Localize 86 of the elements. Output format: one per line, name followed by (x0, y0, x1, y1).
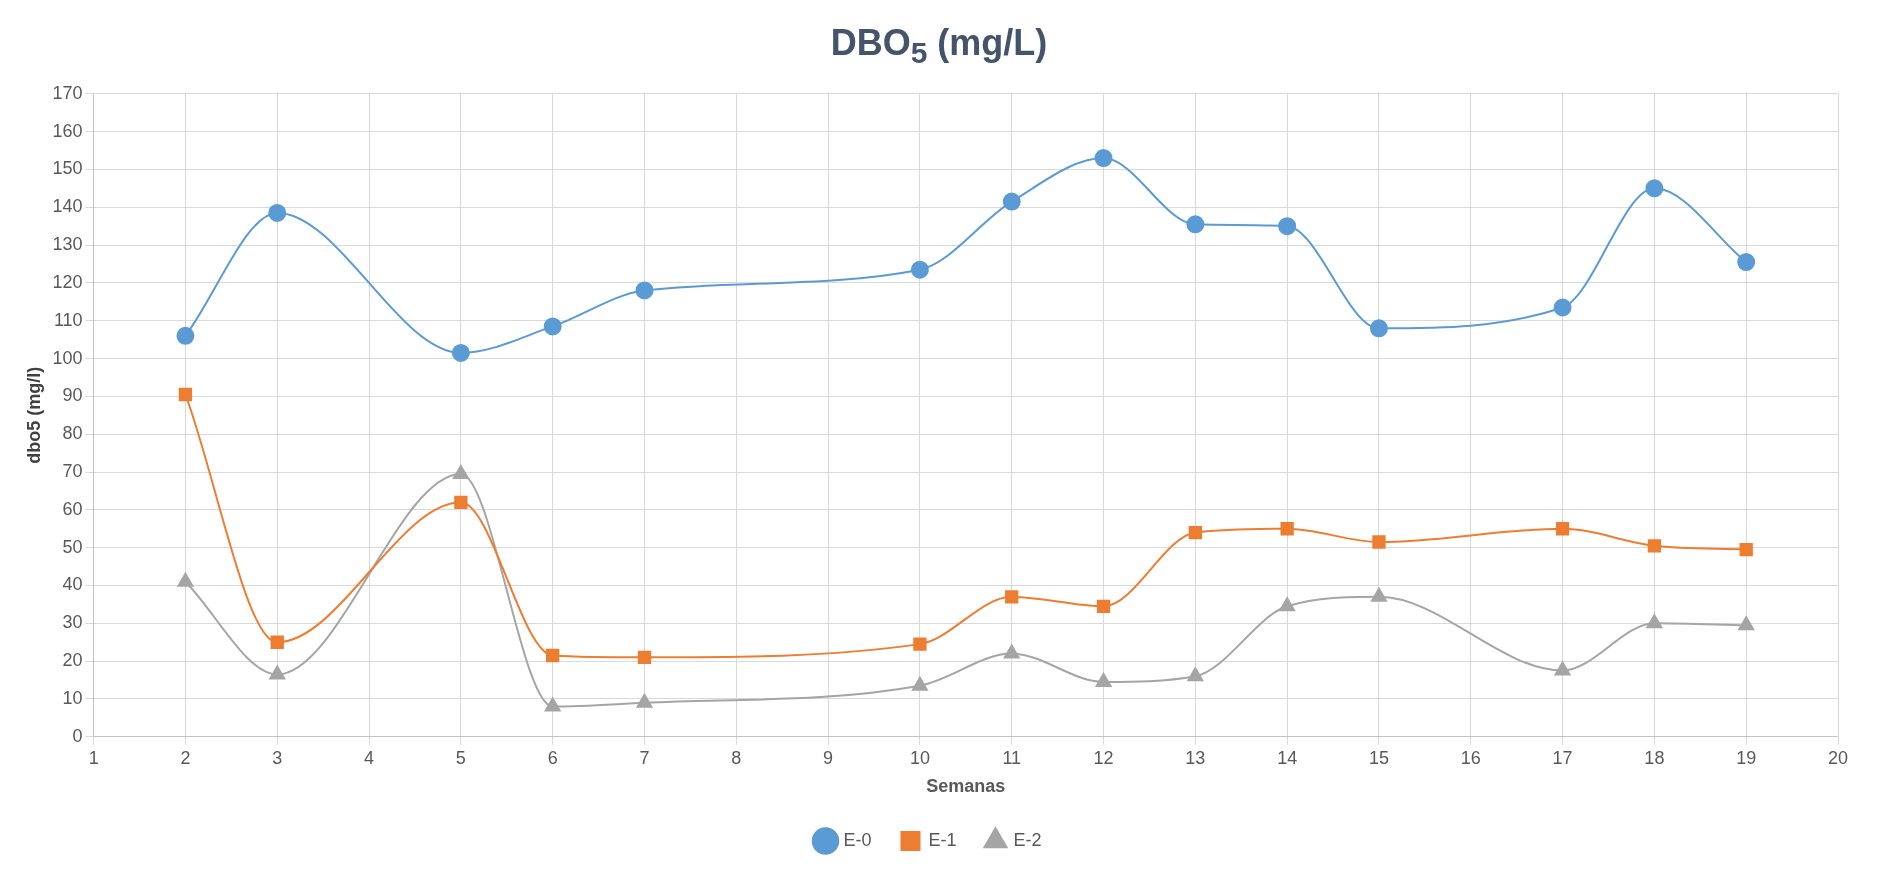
x-tick-label: 4 (364, 747, 375, 768)
point (451, 343, 470, 362)
point (268, 203, 287, 222)
chart-title: DBO$_{5}$ (mg/L) (829, 22, 1049, 71)
point (636, 693, 653, 708)
point (1646, 614, 1663, 629)
point (1278, 217, 1297, 236)
y-tick-label: 80 (62, 423, 83, 444)
x-tick-label: 17 (1552, 747, 1573, 768)
legend-label: E-2 (1013, 829, 1042, 850)
x-tick-label: 3 (272, 747, 283, 768)
y-tick-label: 160 (52, 120, 83, 141)
point (544, 697, 561, 712)
x-tick-label: 14 (1277, 747, 1298, 768)
point (1094, 149, 1113, 168)
point (543, 317, 562, 336)
point (635, 281, 654, 300)
y-tick-label: 140 (52, 196, 83, 217)
y-tick-label: 50 (62, 536, 83, 557)
point (911, 676, 928, 691)
x-tick-label: 7 (639, 747, 650, 768)
point (270, 635, 284, 649)
x-tick-label: 1 (88, 747, 99, 768)
point (910, 260, 929, 279)
x-tick-label: 19 (1736, 747, 1757, 768)
y-tick-label: 10 (62, 687, 83, 708)
point (1645, 179, 1664, 198)
point (1647, 539, 1662, 553)
y-tick-label: 70 (62, 461, 83, 481)
point (1555, 522, 1570, 536)
point (176, 326, 195, 345)
y-tick-label: 60 (62, 498, 83, 519)
x-tick-label: 8 (731, 747, 742, 768)
point (1280, 522, 1294, 536)
point (913, 637, 927, 651)
legend-label: E-0 (843, 829, 872, 850)
y-axis-title: dbo5 (mg/l) (23, 366, 44, 464)
x-tick-label: 10 (909, 747, 930, 768)
point (1186, 215, 1205, 234)
y-tick-label: 30 (62, 612, 83, 633)
point (177, 572, 194, 587)
point (637, 650, 652, 665)
x-tick-label: 6 (547, 747, 558, 768)
point (546, 648, 560, 663)
x-tick-label: 16 (1460, 747, 1481, 768)
point (1371, 587, 1387, 602)
y-tick-label: 90 (62, 385, 83, 406)
point (1737, 253, 1756, 272)
legend-label: E-1 (928, 829, 957, 850)
x-tick-label: 11 (1002, 747, 1022, 768)
x-tick-label: 12 (1093, 747, 1114, 768)
point (1095, 672, 1112, 687)
point (1738, 616, 1755, 631)
point (454, 495, 468, 509)
point (1279, 597, 1296, 612)
point (1369, 319, 1388, 338)
y-tick-label: 170 (52, 82, 83, 103)
y-tick-label: 20 (62, 650, 83, 671)
point (1003, 644, 1020, 659)
point (1005, 590, 1019, 604)
y-tick-label: 100 (52, 347, 83, 368)
point (1553, 298, 1572, 317)
point (1554, 661, 1571, 676)
y-tick-label: 150 (52, 158, 83, 179)
point (1188, 525, 1202, 540)
x-tick-label: 13 (1185, 747, 1206, 768)
y-tick-label: 130 (52, 234, 83, 255)
x-tick-label: 20 (1827, 747, 1849, 768)
point (452, 464, 469, 479)
point (1187, 667, 1204, 682)
y-tick-label: 120 (52, 271, 83, 292)
point (269, 665, 286, 680)
point (1372, 535, 1386, 549)
x-tick-label: 15 (1368, 747, 1389, 768)
x-tick-label: 9 (823, 747, 834, 768)
point (178, 387, 193, 402)
x-tick-label: 2 (180, 747, 191, 768)
point (1096, 599, 1111, 613)
y-tick-label: 40 (62, 574, 83, 595)
point (1739, 542, 1753, 557)
point (1002, 192, 1021, 211)
y-tick-label: 110 (53, 309, 83, 330)
x-tick-label: 18 (1644, 747, 1665, 768)
y-tick-label: 0 (72, 725, 83, 746)
x-axis-title: Semanas (926, 776, 1006, 797)
x-tick-label: 5 (455, 747, 466, 768)
